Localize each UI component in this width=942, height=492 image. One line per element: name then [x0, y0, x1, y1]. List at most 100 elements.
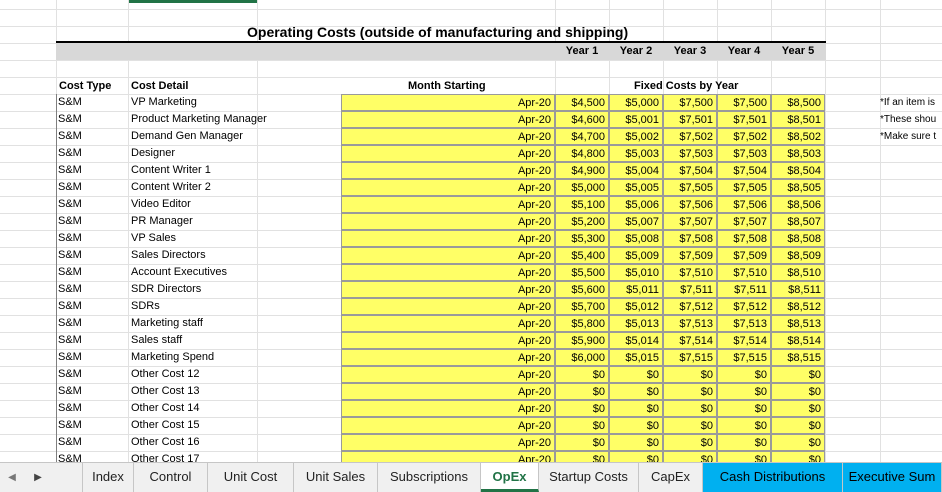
cost-detail-cell[interactable]: Content Writer 2 — [131, 181, 211, 193]
year-cost-cell[interactable]: $0 — [609, 434, 663, 451]
year-cost-cell[interactable]: $0 — [609, 366, 663, 383]
year-cost-cell[interactable]: $5,003 — [609, 145, 663, 162]
month-starting-cell[interactable]: Apr-20 — [341, 179, 555, 196]
year-cost-cell[interactable]: $0 — [717, 417, 771, 434]
cost-type-cell[interactable]: S&M — [58, 283, 82, 295]
tab-capex[interactable]: CapEx — [639, 463, 703, 492]
cost-detail-cell[interactable]: Video Editor — [131, 198, 191, 210]
cost-type-cell[interactable]: S&M — [58, 181, 82, 193]
year-cost-cell[interactable]: $0 — [771, 400, 825, 417]
year-cost-cell[interactable]: $7,507 — [663, 213, 717, 230]
year-cost-cell[interactable]: $8,510 — [771, 264, 825, 281]
year-cost-cell[interactable]: $7,504 — [717, 162, 771, 179]
year-cost-cell[interactable]: $5,013 — [609, 315, 663, 332]
year-cost-cell[interactable]: $5,006 — [609, 196, 663, 213]
year-cost-cell[interactable]: $0 — [609, 400, 663, 417]
year-cost-cell[interactable]: $7,503 — [663, 145, 717, 162]
cost-type-cell[interactable]: S&M — [58, 130, 82, 142]
year-cost-cell[interactable]: $8,506 — [771, 196, 825, 213]
year-cost-cell[interactable]: $7,513 — [663, 315, 717, 332]
cost-detail-cell[interactable]: Account Executives — [131, 266, 227, 278]
year-cost-cell[interactable]: $6,000 — [555, 349, 609, 366]
year-cost-cell[interactable]: $0 — [717, 451, 771, 462]
year-cost-cell[interactable]: $5,002 — [609, 128, 663, 145]
cost-type-cell[interactable]: S&M — [58, 147, 82, 159]
year-cost-cell[interactable]: $7,504 — [663, 162, 717, 179]
cost-type-cell[interactable]: S&M — [58, 198, 82, 210]
year-cost-cell[interactable]: $4,600 — [555, 111, 609, 128]
year-cost-cell[interactable]: $4,800 — [555, 145, 609, 162]
month-starting-cell[interactable]: Apr-20 — [341, 264, 555, 281]
year-cost-cell[interactable]: $7,515 — [717, 349, 771, 366]
year-cost-cell[interactable]: $7,505 — [663, 179, 717, 196]
cost-detail-cell[interactable]: Product Marketing Manager — [131, 113, 267, 125]
year-cost-cell[interactable]: $0 — [555, 434, 609, 451]
year-cost-cell[interactable]: $7,513 — [717, 315, 771, 332]
year-cost-cell[interactable]: $7,511 — [663, 281, 717, 298]
cost-type-cell[interactable]: S&M — [58, 436, 82, 448]
year-cost-cell[interactable]: $7,500 — [717, 94, 771, 111]
year-cost-cell[interactable]: $5,500 — [555, 264, 609, 281]
cost-type-cell[interactable]: S&M — [58, 266, 82, 278]
tab-opex[interactable]: OpEx — [481, 463, 539, 492]
year-cost-cell[interactable]: $8,502 — [771, 128, 825, 145]
year-cost-cell[interactable]: $7,500 — [663, 94, 717, 111]
cost-detail-cell[interactable]: Sales staff — [131, 334, 183, 346]
cost-type-cell[interactable]: S&M — [58, 453, 82, 462]
year-cost-cell[interactable]: $5,015 — [609, 349, 663, 366]
year-cost-cell[interactable]: $5,700 — [555, 298, 609, 315]
year-cost-cell[interactable]: $7,507 — [717, 213, 771, 230]
year-cost-cell[interactable]: $4,500 — [555, 94, 609, 111]
month-starting-cell[interactable]: Apr-20 — [341, 315, 555, 332]
year-cost-cell[interactable]: $8,504 — [771, 162, 825, 179]
year-cost-cell[interactable]: $0 — [771, 383, 825, 400]
year-cost-cell[interactable]: $0 — [555, 451, 609, 462]
tab-subscriptions[interactable]: Subscriptions — [378, 463, 481, 492]
year-cost-cell[interactable]: $0 — [717, 400, 771, 417]
scroll-left-icon[interactable]: ◀ — [8, 472, 16, 483]
year-cost-cell[interactable]: $7,512 — [663, 298, 717, 315]
month-starting-cell[interactable]: Apr-20 — [341, 366, 555, 383]
month-starting-cell[interactable]: Apr-20 — [341, 94, 555, 111]
cost-detail-cell[interactable]: Content Writer 1 — [131, 164, 211, 176]
year-cost-cell[interactable]: $5,600 — [555, 281, 609, 298]
cost-type-cell[interactable]: S&M — [58, 164, 82, 176]
year-cost-cell[interactable]: $7,510 — [663, 264, 717, 281]
cost-type-cell[interactable]: S&M — [58, 96, 82, 108]
cost-detail-cell[interactable]: Other Cost 15 — [131, 419, 200, 431]
cost-type-cell[interactable]: S&M — [58, 419, 82, 431]
year-cost-cell[interactable]: $5,011 — [609, 281, 663, 298]
cost-type-cell[interactable]: S&M — [58, 300, 82, 312]
spreadsheet-grid[interactable]: Operating Costs (outside of manufacturin… — [0, 0, 942, 462]
year-cost-cell[interactable]: $7,515 — [663, 349, 717, 366]
year-cost-cell[interactable]: $7,511 — [717, 281, 771, 298]
year-cost-cell[interactable]: $8,514 — [771, 332, 825, 349]
year-cost-cell[interactable]: $8,505 — [771, 179, 825, 196]
month-starting-cell[interactable]: Apr-20 — [341, 162, 555, 179]
month-starting-cell[interactable]: Apr-20 — [341, 196, 555, 213]
year-cost-cell[interactable]: $4,900 — [555, 162, 609, 179]
cost-detail-cell[interactable]: Sales Directors — [131, 249, 206, 261]
cost-type-cell[interactable]: S&M — [58, 317, 82, 329]
year-cost-cell[interactable]: $7,502 — [663, 128, 717, 145]
month-starting-cell[interactable]: Apr-20 — [341, 281, 555, 298]
month-starting-cell[interactable]: Apr-20 — [341, 247, 555, 264]
cost-detail-cell[interactable]: Marketing staff — [131, 317, 203, 329]
tab-index[interactable]: Index — [82, 463, 134, 492]
year-cost-cell[interactable]: $7,506 — [663, 196, 717, 213]
cost-type-cell[interactable]: S&M — [58, 232, 82, 244]
year-cost-cell[interactable]: $0 — [609, 417, 663, 434]
year-cost-cell[interactable]: $5,800 — [555, 315, 609, 332]
year-cost-cell[interactable]: $0 — [717, 383, 771, 400]
tab-startup-costs[interactable]: Startup Costs — [539, 463, 639, 492]
scroll-right-icon[interactable]: ▶ — [34, 472, 42, 483]
month-starting-cell[interactable]: Apr-20 — [341, 400, 555, 417]
year-cost-cell[interactable]: $0 — [771, 366, 825, 383]
cost-type-cell[interactable]: S&M — [58, 402, 82, 414]
cost-detail-cell[interactable]: VP Sales — [131, 232, 177, 244]
year-cost-cell[interactable]: $5,004 — [609, 162, 663, 179]
year-cost-cell[interactable]: $5,100 — [555, 196, 609, 213]
year-cost-cell[interactable]: $8,500 — [771, 94, 825, 111]
year-cost-cell[interactable]: $5,009 — [609, 247, 663, 264]
year-cost-cell[interactable]: $7,502 — [717, 128, 771, 145]
